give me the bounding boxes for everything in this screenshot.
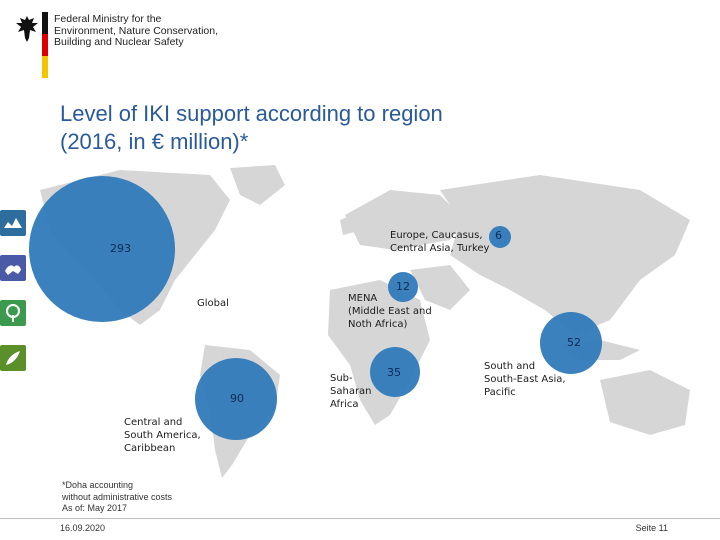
side-icon-strip [0, 210, 28, 390]
world-map [29, 165, 690, 478]
page-number: Seite 11 [635, 523, 668, 533]
label-line: Global [197, 298, 229, 309]
bubble-europe [489, 226, 511, 248]
label-ssa: Sub- Saharan Africa [330, 372, 372, 411]
slide-title: Level of IKI support according to region… [60, 100, 620, 156]
eagle-icon [16, 16, 38, 42]
label-line: Europe, Caucasus, [390, 230, 483, 241]
title-line: (2016, in € million)* [60, 129, 249, 154]
footnote-line: *Doha accounting [62, 480, 134, 490]
label-line: South America, [124, 430, 201, 441]
bubble-mena [388, 272, 418, 302]
label-line: South and [484, 361, 536, 372]
german-flag-stripe [42, 12, 48, 78]
ministry-name: Federal Ministry for the Environment, Na… [54, 13, 218, 49]
label-line: Africa [330, 399, 359, 410]
footer-divider [0, 518, 720, 519]
label-line: Pacific [484, 387, 516, 398]
bubble-sea [540, 312, 602, 374]
label-line: Caribbean [124, 443, 176, 454]
value-europe: 6 [495, 229, 502, 242]
label-line: Noth Africa) [348, 319, 408, 330]
label-line: Saharan [330, 386, 372, 397]
value-mena: 12 [396, 280, 410, 293]
label-line: Central and [124, 417, 183, 428]
header: Federal Ministry for the Environment, Na… [0, 0, 720, 80]
ministry-line: Environment, Nature Conservation, [54, 24, 218, 37]
label-line: Sub- [330, 373, 353, 384]
footnote-line: without administrative costs [62, 491, 173, 502]
label-latam: Central and South America, Caribbean [124, 416, 201, 455]
hands-icon [0, 255, 26, 281]
tree-icon [0, 300, 26, 326]
value-ssa: 35 [387, 366, 401, 379]
label-line: (Middle East and [348, 306, 432, 317]
label-line: Central Asia, Turkey [390, 243, 490, 254]
bubble-global [29, 176, 175, 322]
ministry-line: Building and Nuclear Safety [54, 36, 184, 48]
biodiversity-icon [0, 345, 26, 371]
label-global: Global [197, 297, 229, 310]
value-global: 293 [110, 242, 131, 255]
value-latam: 90 [230, 392, 244, 405]
footnote-line: As of: May 2017 [62, 503, 128, 513]
label-line: MENA [348, 293, 378, 304]
label-sea: South and South-East Asia, Pacific [484, 360, 566, 399]
value-sea: 52 [567, 336, 581, 349]
label-europe: Europe, Caucasus, Central Asia, Turkey [390, 229, 489, 255]
climate-icon [0, 210, 26, 236]
footer-date: 16.09.2020 [60, 523, 106, 533]
bubble-latam [195, 358, 277, 440]
label-line: South-East Asia, [484, 374, 566, 385]
title-line: Level of IKI support according to region [60, 101, 443, 126]
label-mena: MENA (Middle East and Noth Africa) [348, 292, 432, 331]
bubble-ssa [370, 347, 420, 397]
ministry-line: Federal Ministry for the [54, 13, 162, 25]
footnote: *Doha accounting without administrative … [62, 480, 172, 515]
